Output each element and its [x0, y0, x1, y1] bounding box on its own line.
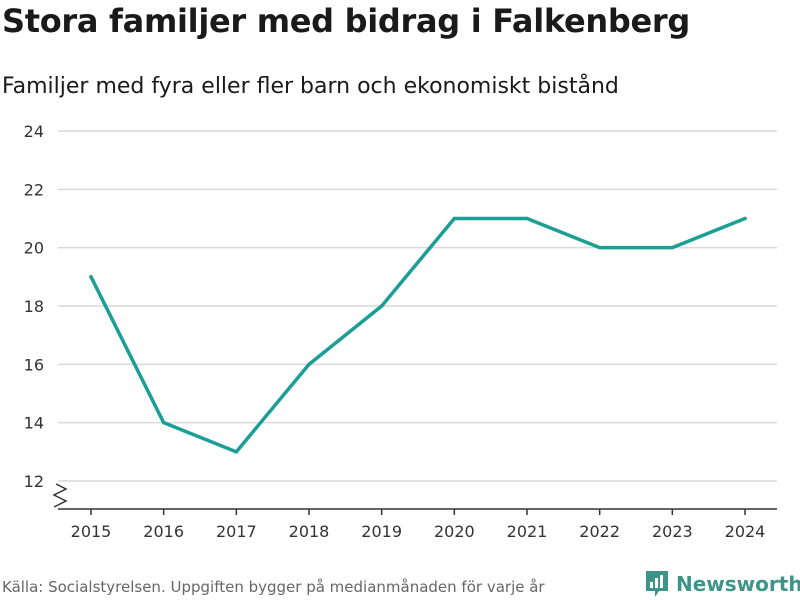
- x-axis: [52, 483, 777, 515]
- axis-break-marker: [52, 483, 68, 508]
- data-point-2021: [525, 216, 529, 221]
- y-tick-label-16: 16: [24, 355, 44, 374]
- brand-label: Newsworthy: [676, 572, 800, 596]
- x-tick-label-2016: 2016: [143, 522, 184, 541]
- series-line-0: [89, 216, 747, 454]
- data-point-2019: [379, 304, 384, 308]
- data-point-2016: [161, 420, 166, 425]
- data-point-2017: [234, 450, 239, 454]
- y-tick-label-12: 12: [24, 472, 44, 491]
- data-point-2023: [670, 245, 675, 250]
- newsworthy-icon: [646, 571, 668, 597]
- data-point-2015: [89, 275, 93, 279]
- series: [89, 216, 747, 454]
- y-tick-labels: 12 14 16 18 20 22 24: [24, 122, 44, 491]
- x-tick-labels: 2015 2016 2017 2018 2019 2020 2021 2022 2023 2024: [71, 522, 766, 541]
- x-tick-label-2018: 2018: [289, 522, 330, 541]
- gridlines: [58, 130, 777, 482]
- source-note: Källa: Socialstyrelsen. Uppgiften bygger…: [2, 578, 545, 596]
- x-tick-label-2019: 2019: [361, 522, 402, 541]
- y-tick-label-22: 22: [24, 180, 44, 199]
- x-tick-label-2022: 2022: [579, 522, 620, 541]
- newsworthy-logo[interactable]: Newsworthy: [644, 569, 800, 599]
- y-tick-label-18: 18: [24, 297, 44, 316]
- x-tick-label-2015: 2015: [71, 522, 112, 541]
- data-point-2024: [743, 216, 747, 221]
- x-tick-label-2020: 2020: [434, 522, 475, 541]
- y-tick-label-14: 14: [24, 414, 44, 433]
- x-tick-label-2023: 2023: [652, 522, 693, 541]
- chart-title: Stora familjer med bidrag i Falkenberg: [2, 2, 690, 40]
- data-point-2020: [452, 216, 457, 221]
- data-point-2022: [597, 245, 602, 250]
- data-point-2018: [307, 362, 311, 367]
- chart-subtitle: Familjer med fyra eller fler barn och ek…: [2, 74, 619, 99]
- y-tick-label-24: 24: [24, 122, 44, 141]
- x-tick-label-2021: 2021: [507, 522, 548, 541]
- x-tick-label-2024: 2024: [725, 522, 766, 541]
- x-tick-label-2017: 2017: [216, 522, 257, 541]
- y-tick-label-20: 20: [24, 239, 44, 258]
